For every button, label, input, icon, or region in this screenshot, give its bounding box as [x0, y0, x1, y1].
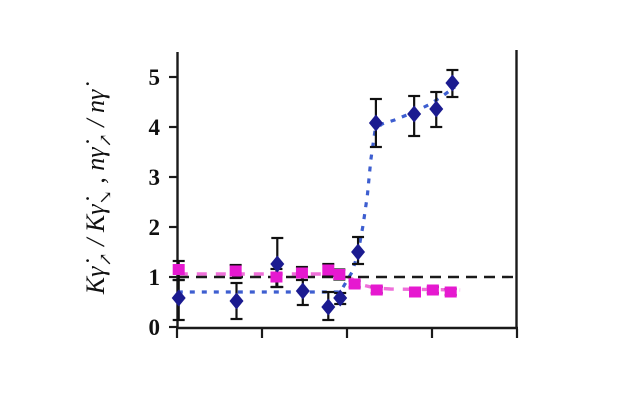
diamond-marker [270, 255, 285, 273]
axes-group [176, 50, 518, 330]
y-axis-label-arrow: ↘ [96, 190, 115, 204]
x-tick-group [175, 329, 519, 338]
y-tick-label: 0 [149, 315, 161, 340]
square-marker [409, 286, 421, 298]
y-tick-label: 4 [149, 115, 161, 140]
square-marker [322, 264, 335, 276]
y-axis-label: Kγ̇↗ / Kγ̇↘ , nγ̇↗ / nγ̇ [81, 82, 115, 295]
y-tick-label: 1 [149, 265, 161, 290]
y-tick-label: 2 [149, 215, 161, 240]
diamond-markers [171, 74, 460, 316]
square-marker [270, 271, 283, 283]
y-axis-label-arrow: ↗ [96, 252, 115, 266]
y-axis-label-part: K [81, 275, 110, 295]
diamond-marker [351, 243, 366, 261]
y-axis-label-part: γ̇ [81, 82, 110, 100]
square-marker [295, 267, 308, 279]
square-markers [172, 264, 457, 298]
diamond-marker [171, 289, 186, 307]
y-tick-label: 3 [149, 165, 161, 190]
diamond-marker [445, 74, 460, 92]
square-marker [229, 265, 242, 277]
trend-line-blue [177, 85, 456, 294]
square-marker [370, 284, 383, 296]
square-marker [444, 286, 457, 298]
trend-line-pink [177, 272, 461, 292]
y-axis-label-arrow: ↗ [96, 133, 115, 147]
y-tick-label: 5 [149, 65, 161, 90]
square-marker [348, 278, 361, 290]
y-tick-group: 0 1 2 3 4 5 [149, 65, 177, 340]
square-marker [172, 264, 185, 275]
square-marker [333, 269, 346, 280]
diamond-marker [333, 289, 348, 307]
y-axis-label-part: K [81, 213, 110, 233]
diamond-marker [429, 100, 444, 118]
diamond-marker [407, 105, 422, 123]
y-axis-label-part: / [81, 232, 110, 252]
y-axis-label-part: , [81, 171, 110, 191]
diamond-marker [229, 292, 244, 310]
y-axis-label-part: / [81, 113, 110, 133]
y-axis-label-part: n [81, 100, 110, 113]
diamond-marker [368, 114, 383, 132]
diamond-marker [295, 282, 310, 300]
square-marker [426, 284, 439, 296]
diamond-marker [321, 298, 336, 316]
y-axis-label-part: n [81, 158, 110, 171]
